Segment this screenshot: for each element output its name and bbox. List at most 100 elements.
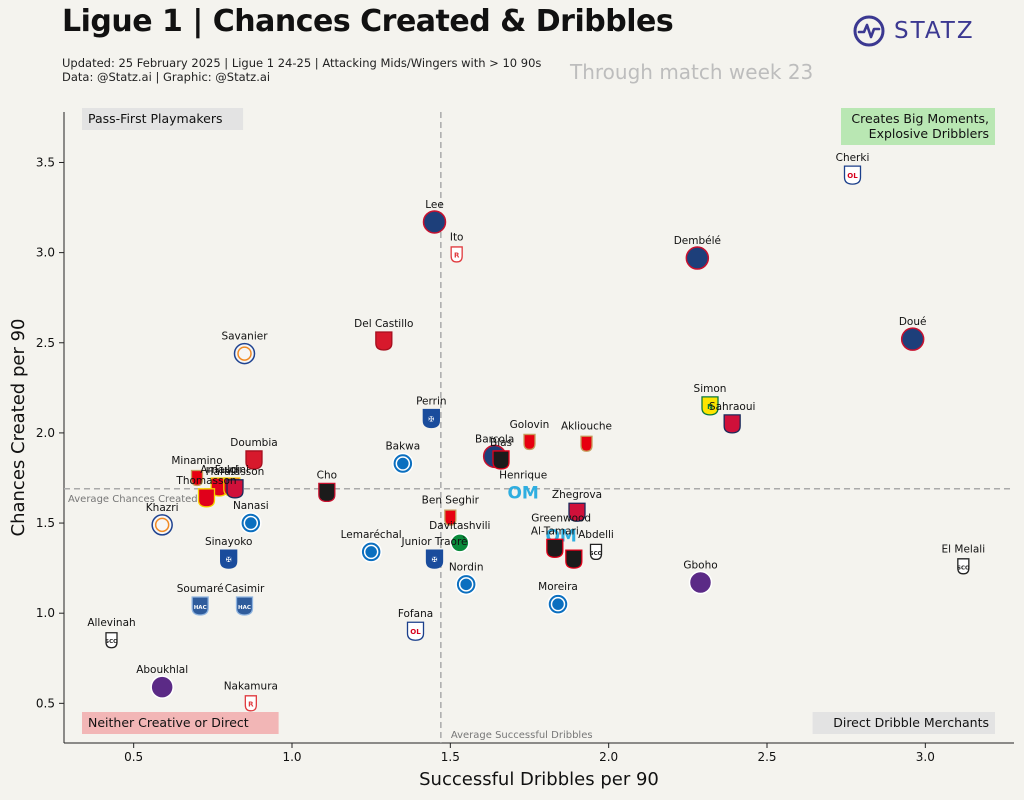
point-label: Del Castillo bbox=[354, 318, 413, 330]
y-axis-label: Chances Created per 90 bbox=[8, 319, 29, 537]
data-point: HAC Casimir bbox=[225, 583, 265, 616]
data-point: R Nakamura bbox=[224, 680, 278, 712]
point-label: Arnaud bbox=[200, 464, 238, 476]
data-point: ✠ Sinayoko bbox=[205, 536, 252, 569]
point-label: Doumbia bbox=[230, 437, 277, 449]
data-point: OL Cherki bbox=[836, 152, 870, 185]
team-badge bbox=[900, 327, 925, 351]
team-badge bbox=[492, 450, 510, 470]
average-chances-label: Average Chances Created bbox=[68, 494, 198, 505]
team-badge bbox=[450, 533, 470, 553]
subtitle-line-1: Updated: 25 February 2025 | Ligue 1 24-2… bbox=[62, 56, 542, 70]
point-label: Zhegrova bbox=[552, 489, 602, 501]
point-label: Nordin bbox=[449, 561, 484, 573]
point-label: Moreira bbox=[538, 581, 578, 593]
point-label: Nakamura bbox=[224, 680, 278, 692]
team-badge-ring bbox=[395, 456, 411, 471]
data-points: OL Cherki Lee R Ito Dembélé Doué Del Castillo Sa… bbox=[87, 152, 986, 712]
quadrant-bottom-left-box bbox=[82, 712, 279, 734]
quadrant-top-right-text: Creates Big Moments, bbox=[851, 111, 989, 126]
brand-name: STATZ bbox=[894, 18, 975, 44]
chart-subtitle: Updated: 25 February 2025 | Ligue 1 24-2… bbox=[62, 56, 541, 84]
team-badge-glyph: OL bbox=[410, 628, 421, 636]
data-point: SCO Allevinah bbox=[87, 617, 136, 649]
team-badge-glyph: SCO bbox=[957, 565, 970, 571]
data-point: Nanasi bbox=[233, 500, 269, 534]
team-badge-ring bbox=[363, 544, 379, 560]
team-badge bbox=[318, 482, 336, 503]
point-label: Casimir bbox=[225, 583, 265, 595]
x-tick-label: 1.0 bbox=[282, 750, 301, 764]
y-tick-label: 3.5 bbox=[36, 155, 55, 169]
data-point bbox=[565, 549, 583, 569]
quadrant-bottom-left: Neither Creative or Direct bbox=[82, 712, 279, 734]
data-point: OM Henrique bbox=[499, 469, 547, 503]
data-point: Gboho bbox=[683, 560, 718, 595]
point-label: Ito bbox=[450, 231, 464, 243]
team-badge bbox=[523, 433, 536, 451]
team-badge bbox=[150, 675, 174, 699]
team-badge-glyph: HAC bbox=[194, 605, 207, 611]
data-point: ✠ Junior Traorè bbox=[401, 536, 468, 569]
data-point: Lee bbox=[422, 199, 447, 234]
point-label: Greenwood bbox=[531, 513, 591, 525]
data-point: Thomasson bbox=[175, 475, 237, 508]
team-badge bbox=[580, 435, 593, 452]
team-badge bbox=[422, 210, 447, 234]
team-badge bbox=[701, 396, 719, 416]
team-badge bbox=[226, 479, 244, 499]
y-tick-label: 1.5 bbox=[36, 516, 55, 530]
chart-title: Ligue 1 | Chances Created & Dribbles bbox=[62, 4, 674, 39]
quadrant-top-right-text: Explosive Dribblers bbox=[869, 126, 989, 141]
point-label: Minamino bbox=[171, 455, 222, 467]
data-point: N Simon bbox=[694, 383, 726, 416]
quadrant-bottom-right: Direct Dribble Merchants bbox=[812, 712, 995, 734]
quadrant-top-left-box bbox=[82, 108, 244, 130]
point-label: Lemaréchal bbox=[341, 529, 402, 541]
team-badge bbox=[191, 596, 209, 616]
data-point: Doué bbox=[899, 316, 927, 351]
point-label: El Melali bbox=[942, 543, 986, 555]
team-badge bbox=[723, 414, 741, 434]
team-badge bbox=[197, 488, 216, 508]
point-label: Perrin bbox=[416, 395, 446, 407]
point-label: Haraldsson bbox=[206, 466, 265, 478]
point-label: Abdelli bbox=[578, 529, 614, 541]
x-axis-label: Successful Dribbles per 90 bbox=[419, 769, 659, 790]
point-label: Fulgini bbox=[215, 464, 249, 476]
data-point: Golovin bbox=[510, 419, 550, 451]
data-point: Davitashvili bbox=[429, 520, 490, 553]
point-label: Junior Traorè bbox=[401, 536, 468, 548]
quadrant-top-left: Pass-First Playmakers bbox=[82, 108, 244, 130]
team-badge bbox=[406, 621, 425, 641]
team-badge-glyph: R bbox=[248, 700, 254, 708]
x-tick-label: 3.0 bbox=[916, 750, 935, 764]
team-badge bbox=[843, 165, 862, 185]
team-badge bbox=[220, 549, 238, 569]
point-label: Bakwa bbox=[385, 441, 420, 453]
quadrant-top-left-text: Pass-First Playmakers bbox=[88, 111, 223, 126]
team-badge-glyph: HAC bbox=[238, 605, 251, 611]
point-label: Cho bbox=[317, 469, 337, 481]
team-badge-glyph: ✠ bbox=[428, 415, 434, 423]
data-point: HAC Soumaré bbox=[177, 583, 224, 616]
y-tick-label: 2.5 bbox=[36, 336, 55, 350]
data-point: Nordin bbox=[449, 561, 484, 596]
data-point: R Ito bbox=[450, 231, 464, 263]
data-point: Lemaréchal bbox=[341, 529, 402, 563]
data-point: Moreira bbox=[538, 581, 578, 615]
point-label: Cherki bbox=[836, 152, 870, 164]
y-tick-label: 2.0 bbox=[36, 426, 55, 440]
point-label: Golovin bbox=[510, 419, 550, 431]
team-badge bbox=[244, 695, 257, 712]
x-tick-label: 0.5 bbox=[124, 750, 143, 764]
team-badge bbox=[565, 549, 583, 569]
team-badge-glyph: SCO bbox=[105, 639, 118, 645]
point-label: Doué bbox=[899, 316, 927, 328]
team-badge-glyph: ✠ bbox=[226, 556, 232, 564]
team-badge-ring bbox=[237, 346, 252, 361]
point-label: Aboukhlal bbox=[136, 664, 188, 676]
x-tick-label: 2.5 bbox=[757, 750, 776, 764]
team-badge-glyph: N bbox=[707, 403, 713, 411]
point-label: Henrique bbox=[499, 469, 547, 481]
